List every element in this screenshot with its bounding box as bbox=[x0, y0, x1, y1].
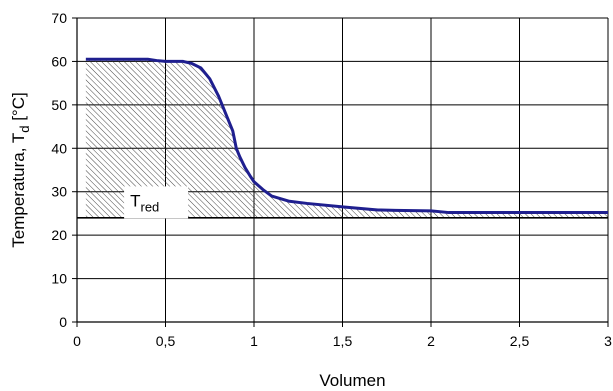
y-tick-label: 40 bbox=[51, 140, 67, 156]
series-group bbox=[85, 57, 608, 215]
x-tick-label: 3 bbox=[604, 333, 612, 349]
axes bbox=[72, 17, 609, 327]
hatched-area bbox=[85, 59, 609, 218]
y-tick-label: 50 bbox=[51, 97, 67, 113]
y-axis-label: Temperatura, Td [°C] bbox=[9, 92, 32, 247]
x-axis-label: Volumen bbox=[319, 371, 385, 390]
tred-annotation: Tred bbox=[124, 186, 189, 219]
hatched-region bbox=[85, 59, 609, 218]
y-axis-label-main: Temperatura, T bbox=[9, 133, 28, 248]
x-tick-label: 2 bbox=[427, 333, 435, 349]
y-tick-label: 0 bbox=[59, 314, 67, 330]
annotation-text: Tred bbox=[130, 191, 159, 214]
y-tick-label: 30 bbox=[51, 184, 67, 200]
y-tick-label: 20 bbox=[51, 227, 67, 243]
x-tick-labels: 0 0,5 1 1,5 2 2,5 3 bbox=[73, 333, 612, 349]
annotation-sub: red bbox=[140, 199, 159, 214]
x-tick-label: 1,5 bbox=[333, 333, 353, 349]
series-line bbox=[85, 57, 608, 215]
x-tick-label: 0,5 bbox=[156, 333, 176, 349]
x-tick-label: 0 bbox=[73, 333, 81, 349]
y-axis-label-unit: [°C] bbox=[9, 92, 28, 125]
y-axis-label-sub: d bbox=[17, 126, 32, 133]
y-tick-labels: 0 10 20 30 40 50 60 70 bbox=[51, 10, 67, 330]
annotation-main: T bbox=[130, 191, 140, 210]
annotation-box bbox=[124, 186, 189, 219]
y-tick-label: 60 bbox=[51, 53, 67, 69]
y-tick-label: 10 bbox=[51, 271, 67, 287]
y-tick-label: 70 bbox=[51, 10, 67, 26]
x-tick-label: 2,5 bbox=[510, 333, 530, 349]
x-tick-label: 1 bbox=[250, 333, 258, 349]
